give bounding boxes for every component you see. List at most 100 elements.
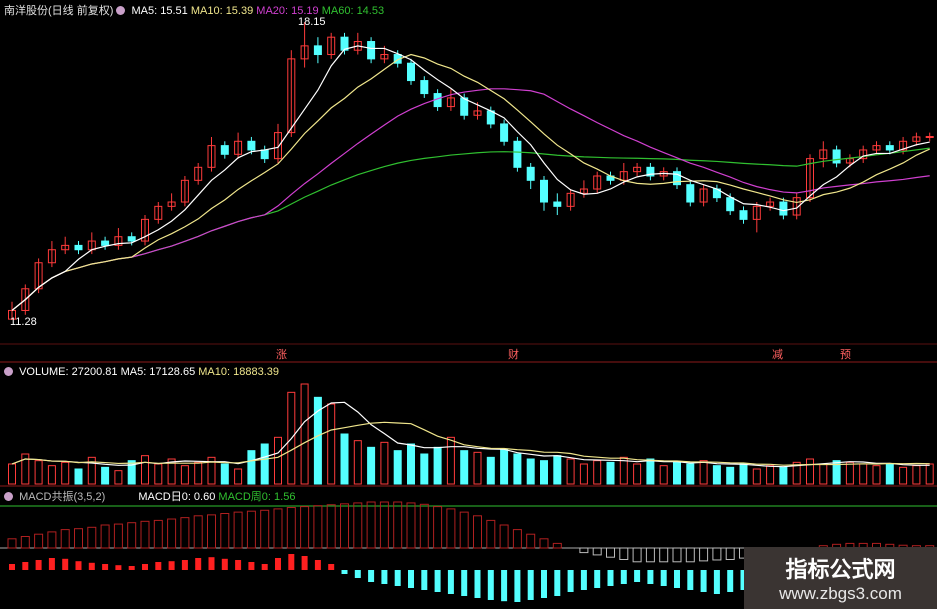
candle-up — [473, 110, 482, 116]
volume-bar — [806, 458, 814, 485]
macd-daily-bar — [727, 570, 734, 592]
macd-weekly-bar — [406, 502, 416, 549]
settings-icon[interactable] — [116, 6, 126, 15]
volume-bar — [380, 441, 389, 485]
macd-weekly-bar — [512, 529, 522, 549]
macd-daily-bar — [235, 560, 242, 570]
volume-bar — [619, 456, 628, 485]
volume-bar — [553, 455, 562, 485]
event-marker[interactable]: 涨 — [276, 349, 287, 361]
candle-up — [300, 45, 309, 60]
candle-down — [127, 236, 136, 242]
macd-weekly-bar — [193, 515, 203, 549]
macd-daily-bar — [208, 557, 215, 570]
volume-bar — [566, 458, 575, 485]
macd-daily-bar — [288, 554, 295, 570]
candle-up — [234, 140, 243, 155]
volume-bar — [659, 465, 668, 485]
candle-up — [353, 41, 362, 51]
candle-down — [500, 123, 509, 142]
macd-weekly-bar — [725, 547, 735, 560]
macd-daily-bar — [168, 561, 175, 570]
macd-daily-bar — [594, 570, 601, 588]
stock-title[interactable]: 南洋股份(日线 前复权) — [4, 5, 114, 17]
macd-weekly-bar — [47, 531, 57, 549]
candle-up — [925, 136, 934, 139]
macd-daily-bar — [195, 558, 202, 570]
volume-bar — [766, 465, 775, 485]
volume-bar — [593, 460, 602, 485]
macd-weekly-bar — [180, 517, 190, 549]
volume-bar — [473, 451, 482, 485]
ma60-line — [11, 147, 930, 311]
macd-daily-bar — [35, 560, 42, 570]
macd-daily-bar — [314, 560, 321, 570]
volume-ma10-line — [11, 421, 930, 466]
macd-weekly-bar — [486, 519, 496, 549]
macd-weekly-bar — [539, 538, 549, 549]
volume-bar — [540, 460, 548, 485]
macd-daily-bar — [181, 560, 188, 570]
macd-weekly-bar — [499, 524, 509, 549]
volume-bar — [247, 450, 256, 485]
candle-up — [114, 236, 123, 246]
macd-daily-bar — [554, 570, 561, 596]
event-marker[interactable]: 预 — [840, 349, 851, 361]
volume-bar — [300, 383, 309, 485]
macd-weekly-bar — [74, 528, 83, 549]
volume-bar — [899, 466, 908, 485]
candle-down — [540, 179, 548, 203]
macd-weekly-bar — [433, 506, 443, 549]
macd-weekly-bar — [127, 522, 137, 549]
volume-bar — [287, 391, 296, 485]
volume-bar — [114, 470, 123, 485]
macd-daily-readout: MACD日0: 0.60 — [138, 491, 216, 503]
volume-bar — [274, 436, 282, 485]
watermark-name: 指标公式网 — [785, 557, 896, 582]
macd-weekly-bar — [326, 504, 336, 549]
volume-bar — [61, 461, 70, 485]
low-price-label: 11.28 — [10, 316, 37, 328]
macd-daily-bar — [713, 570, 720, 594]
ma60-readout: MA60: 14.53 — [321, 5, 385, 17]
macd-daily-bar — [354, 570, 361, 578]
volume-bar — [340, 433, 349, 485]
candle-down — [260, 149, 269, 160]
volume-readout: VOLUME: 27200.81 — [19, 366, 118, 378]
candle-up — [699, 188, 708, 203]
volume-bar — [752, 468, 761, 485]
settings-icon[interactable] — [4, 367, 13, 376]
chart-header: 南洋股份(日线 前复权) MA5: 15.51 MA10: 15.39 MA20… — [4, 2, 384, 18]
candle-down — [673, 171, 681, 186]
event-marker[interactable]: 减 — [772, 349, 783, 361]
macd-weekly-bar — [645, 547, 655, 563]
window-edge — [937, 0, 945, 609]
volume-bar — [353, 440, 362, 485]
macd-title: MACD共振(3,5,2) — [19, 491, 106, 503]
settings-icon[interactable] — [4, 492, 13, 501]
macd-weekly-bar — [712, 547, 722, 561]
macd-weekly-bar — [220, 513, 230, 549]
macd-weekly-bar — [419, 503, 429, 549]
candle-down — [247, 140, 256, 151]
macd-daily-bar — [660, 570, 667, 586]
macd-weekly-bar — [246, 510, 256, 549]
macd-daily-bar — [22, 562, 29, 570]
macd-weekly-bar — [100, 524, 110, 549]
candle-up — [327, 36, 336, 56]
macd-daily-bar — [447, 570, 454, 594]
macd-daily-bar — [341, 570, 348, 574]
macd-daily-bar — [368, 570, 375, 582]
volume-bar — [699, 460, 708, 485]
macd-weekly-bar — [153, 519, 163, 549]
macd-weekly-bar — [606, 547, 615, 558]
candle-up — [194, 166, 203, 181]
event-marker[interactable]: 财 — [508, 349, 519, 361]
macd-daily-bar — [461, 570, 468, 596]
macd-weekly-bar — [552, 542, 562, 549]
volume-bar — [47, 465, 56, 485]
volume-bar — [420, 453, 429, 485]
volume-bar — [673, 461, 681, 485]
candle-up — [141, 218, 149, 242]
